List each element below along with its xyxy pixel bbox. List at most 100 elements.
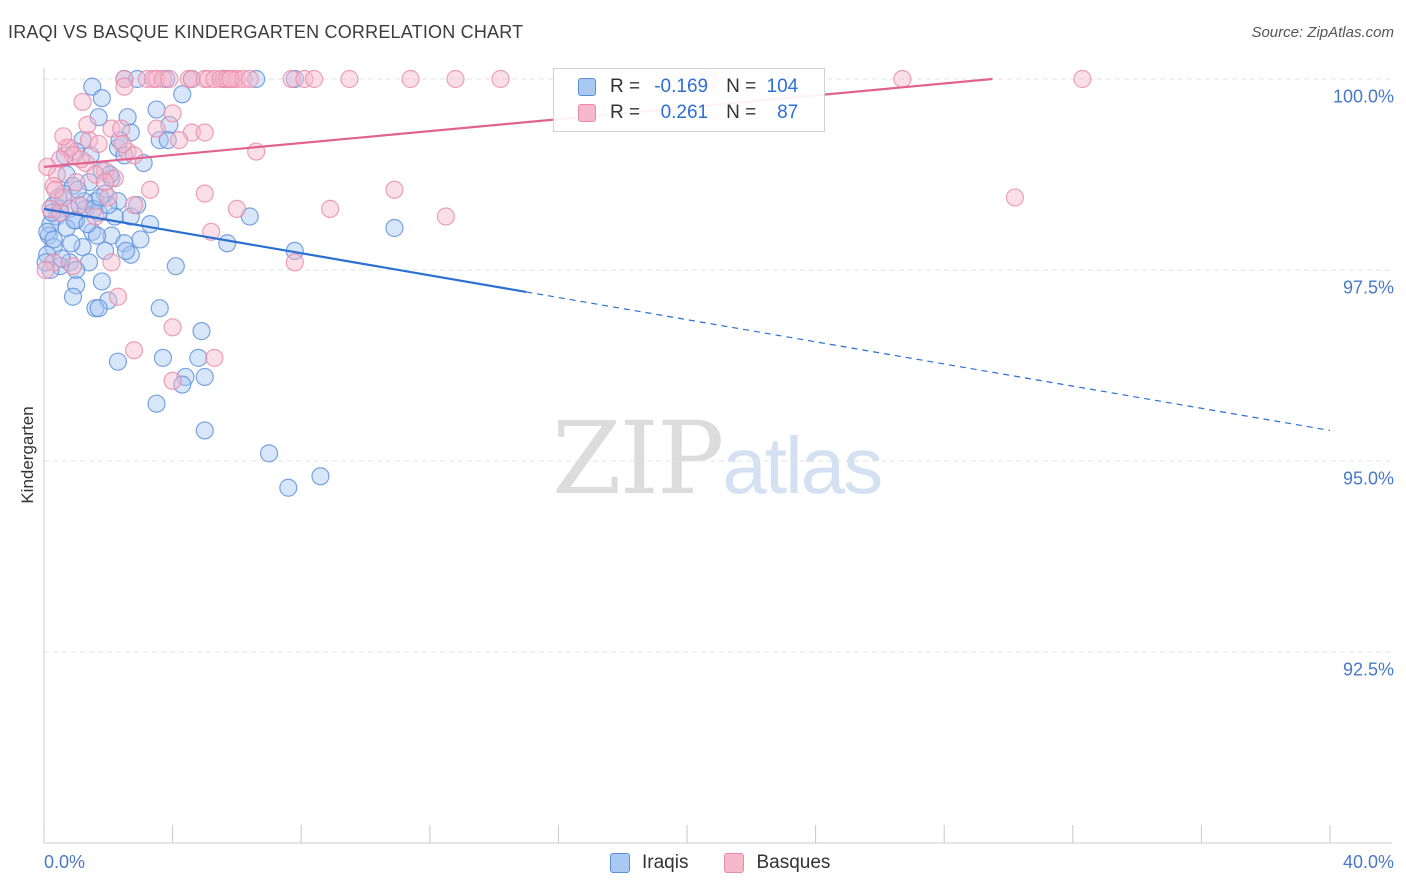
point-basques-60 — [1005, 188, 1025, 207]
point-basques-53 — [95, 173, 115, 192]
point-iraqis-78 — [279, 478, 298, 497]
point-iraqis-7 — [92, 88, 111, 108]
trendline-iraqis-dashed — [526, 291, 1331, 432]
point-basques-38 — [169, 131, 189, 150]
point-iraqis-50 — [95, 241, 115, 260]
point-basques-80 — [71, 150, 91, 169]
legend-item-basques[interactable]: Basques — [724, 852, 830, 874]
point-basques-85 — [36, 260, 55, 280]
point-basques-18 — [221, 69, 240, 89]
point-basques-55 — [140, 180, 160, 199]
legend-swatch-iraqis — [578, 78, 596, 96]
legend-n-label: N = — [726, 102, 757, 123]
point-basques-67 — [436, 207, 455, 226]
source-label: Source: ZipAtlas.com — [1251, 24, 1394, 41]
point-iraqis-3 — [247, 69, 266, 89]
point-iraqis-47 — [115, 234, 134, 253]
point-basques-13 — [227, 69, 246, 89]
series-legend: Iraqis Basques — [610, 852, 866, 874]
legend-row-basques: R = 0.261 N = 87 — [578, 101, 798, 125]
point-iraqis-20 — [57, 165, 76, 184]
point-iraqis-72 — [195, 367, 214, 387]
point-iraqis-52 — [38, 245, 57, 264]
legend-n-label: N = — [726, 76, 757, 97]
stats-legend: R = -0.169 N = 104 R = 0.261 N = 87 — [553, 68, 825, 132]
point-iraqis-77 — [311, 467, 330, 486]
point-basques-75 — [163, 318, 182, 337]
point-basques-63 — [227, 199, 246, 218]
point-iraqis-45 — [131, 230, 150, 249]
point-basques-32 — [102, 119, 121, 138]
legend-row-iraqis: R = -0.169 N = 104 — [578, 75, 798, 99]
x-tick-label-min: 0.0% — [44, 852, 86, 872]
legend-swatch-basques — [724, 853, 745, 873]
point-basques-4 — [153, 69, 173, 89]
point-iraqis-95 — [68, 180, 87, 199]
y-tick-label-97-5: 97.5% — [1342, 277, 1394, 298]
legend-item-iraqis[interactable]: Iraqis — [610, 852, 688, 874]
point-iraqis-68 — [153, 348, 173, 367]
point-basques-51 — [105, 169, 124, 188]
point-basques-61 — [70, 195, 89, 215]
point-iraqis-40 — [140, 215, 160, 234]
point-basques-70 — [285, 253, 304, 272]
point-basques-27 — [893, 69, 912, 89]
legend-r-label: R = — [610, 76, 641, 97]
point-basques-83 — [54, 127, 73, 146]
point-basques-33 — [112, 119, 131, 138]
point-basques-81 — [113, 134, 132, 154]
point-basques-62 — [124, 195, 144, 215]
point-basques-36 — [195, 123, 214, 142]
point-basques-39 — [89, 134, 108, 154]
point-basques-37 — [79, 131, 99, 150]
point-basques-19 — [282, 69, 301, 89]
point-iraqis-60 — [92, 272, 111, 291]
point-basques-28 — [1073, 69, 1092, 89]
point-iraqis-74 — [147, 394, 166, 413]
legend-n-value-iraqis: 104 — [766, 76, 799, 97]
legend-swatch-basques — [578, 104, 596, 122]
point-basques-0 — [115, 69, 134, 89]
chart-title: IRAQI VS BASQUE KINDERGARTEN CORRELATION… — [8, 22, 524, 42]
legend-r-value-iraqis: -0.169 — [654, 76, 709, 97]
point-basques-78 — [163, 371, 182, 390]
point-basques-52 — [67, 173, 86, 192]
point-basques-7 — [182, 69, 201, 89]
point-iraqis-69 — [189, 348, 208, 367]
point-basques-74 — [108, 287, 128, 306]
watermark: ZIPatlas — [552, 400, 883, 517]
point-basques-1 — [137, 69, 156, 89]
point-iraqis-10 — [118, 108, 137, 127]
point-iraqis-73 — [173, 375, 192, 394]
point-iraqis-65 — [89, 299, 108, 318]
point-basques-22 — [340, 69, 359, 89]
point-basques-57 — [195, 184, 214, 203]
point-basques-50 — [86, 165, 105, 184]
point-basques-34 — [147, 119, 166, 138]
trendline-basques — [43, 77, 993, 168]
point-basques-24 — [446, 69, 465, 89]
point-basques-64 — [321, 199, 340, 218]
point-iraqis-6 — [173, 85, 192, 104]
legend-r-label: R = — [610, 102, 641, 123]
x-tick-label-max: 40.0% — [1342, 852, 1394, 872]
point-iraqis-35 — [121, 207, 140, 226]
watermark-zip: ZIP — [552, 400, 724, 517]
point-iraqis-49 — [73, 237, 92, 257]
point-basques-16 — [211, 69, 230, 89]
point-basques-5 — [160, 69, 179, 89]
point-iraqis-81 — [44, 230, 63, 249]
point-basques-56 — [385, 180, 404, 199]
point-iraqis-67 — [192, 322, 211, 341]
point-iraqis-90 — [62, 234, 81, 253]
legend-swatch-iraqis — [610, 853, 630, 873]
point-basques-23 — [401, 69, 420, 89]
point-iraqis-79 — [385, 218, 404, 238]
point-basques-21 — [304, 69, 324, 89]
legend-r-value-basques: 0.261 — [660, 102, 709, 123]
point-basques-77 — [205, 348, 224, 367]
point-iraqis-61 — [67, 276, 86, 295]
point-iraqis-76 — [259, 444, 279, 463]
point-basques-30 — [73, 92, 92, 112]
point-basques-71 — [102, 253, 121, 272]
